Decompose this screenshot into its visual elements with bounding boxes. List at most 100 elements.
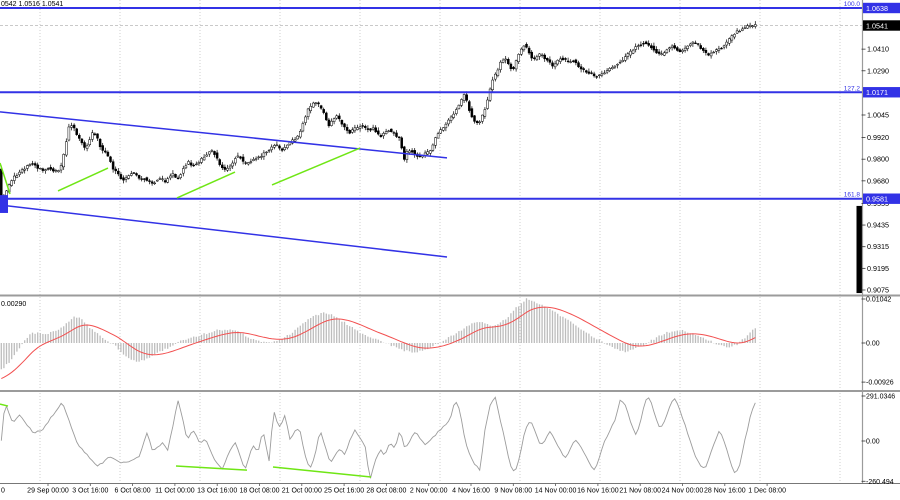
macd-histogram-bar: [185, 339, 187, 343]
candle-body: [104, 150, 107, 153]
left-anchor-marker[interactable]: [0, 195, 8, 213]
macd-histogram-bar: [645, 343, 647, 345]
price-axis[interactable]: 1.0410 1.0290 1.0045 0.9920 0.9800 0.9680 0.95…: [861, 2, 900, 486]
candle-body: [455, 109, 458, 114]
candle-body: [582, 68, 585, 70]
main-chart-objects[interactable]: 100.0 127.2 161.8: [0, 1, 863, 294]
trendline-green[interactable]: [271, 147, 361, 186]
macd-histogram-bar: [203, 333, 205, 343]
candle-body: [392, 132, 396, 134]
panel-separators[interactable]: [0, 0, 900, 484]
macd-histogram-bar: [351, 326, 353, 343]
macd-histogram-bar: [427, 343, 429, 350]
candle-body: [689, 43, 692, 46]
candle-body: [75, 128, 78, 135]
candle-body: [111, 161, 115, 170]
macd-histogram-bar: [616, 343, 619, 350]
price-tag: [863, 87, 900, 98]
right-range-marker[interactable]: [856, 205, 863, 294]
candle-body: [317, 102, 320, 105]
macd-histogram-bar: [752, 329, 754, 343]
candle-body: [665, 49, 669, 53]
macd-histogram-bar: [494, 325, 496, 343]
macd-histogram-bar: [473, 322, 476, 343]
candle-body: [166, 178, 169, 183]
macd-value-label: 0.00290: [1, 301, 26, 308]
cci-axis-label: -260.494: [866, 479, 894, 486]
price-tag: [863, 193, 900, 204]
candle-body: [213, 151, 216, 155]
cci-trendline-green[interactable]: [0, 403, 9, 407]
candle-body: [273, 145, 276, 148]
macd-histogram-bar: [663, 334, 665, 343]
candle-body: [327, 119, 331, 127]
candle-body: [478, 121, 481, 124]
candle-body: [418, 155, 422, 157]
candle-body: [343, 123, 346, 128]
candle-body: [361, 125, 364, 127]
macd-histogram-bar: [76, 317, 78, 343]
candle-body: [507, 59, 510, 65]
macd-histogram-bar: [377, 339, 379, 343]
candle-body: [626, 53, 630, 57]
candle-body: [408, 150, 411, 153]
macd-histogram-bar: [554, 311, 556, 343]
candle-body: [304, 116, 307, 123]
macd-histogram-bar: [3, 343, 5, 369]
price-tick-label: 0.9195: [867, 264, 889, 273]
macd-histogram-bar: [429, 343, 431, 348]
candle-body: [371, 127, 375, 130]
macd-histogram-bar: [362, 333, 364, 343]
macd-histogram-bar: [533, 301, 535, 343]
candle-body: [59, 165, 63, 171]
candle-body: [569, 61, 572, 63]
macd-histogram-bar: [143, 343, 145, 361]
macd-histogram-bar: [596, 339, 598, 343]
macd-histogram-bar: [736, 343, 738, 346]
candle-body: [722, 45, 726, 48]
date-label: 4 Nov 16:00: [452, 488, 490, 495]
macd-histogram-bar: [130, 343, 132, 360]
candle-body: [488, 88, 492, 101]
macd-histogram-bar: [507, 317, 509, 343]
macd-histogram-bar: [200, 334, 203, 343]
candle-body: [93, 133, 97, 135]
candle-body: [309, 106, 312, 111]
trendline-green[interactable]: [0, 162, 11, 195]
macd-histogram-bar: [676, 330, 678, 343]
candle-body: [600, 73, 604, 76]
candle-body: [730, 35, 734, 41]
macd-histogram-bar: [0, 343, 2, 370]
time-axis[interactable]: 0 29 Sep 00:00 3 Oct 16:00 6 Oct 08:00 11 Oc…: [1, 483, 786, 495]
macd-histogram-bar: [502, 320, 504, 343]
macd-histogram-bar: [658, 335, 660, 343]
macd-histogram-bar: [154, 343, 156, 355]
trendline-green[interactable]: [176, 171, 236, 199]
candle-body: [364, 125, 367, 128]
macd-histogram-bar: [169, 343, 171, 347]
date-label: 2 Nov 00:00: [410, 488, 448, 495]
macd-histogram-bar: [588, 333, 590, 343]
candle-body: [655, 49, 658, 54]
cci-trendline-green[interactable]: [272, 466, 372, 478]
trendline-blue-lower[interactable]: [0, 204, 448, 258]
candle-body: [390, 128, 393, 133]
candle-body: [460, 99, 463, 106]
macd-histogram-bar: [650, 339, 652, 343]
candle-body: [210, 150, 214, 152]
trendline-green[interactable]: [57, 167, 109, 192]
macd-histogram-bar: [512, 310, 515, 343]
date-label-partial: 0: [1, 488, 5, 495]
macd-histogram-bar: [219, 329, 221, 343]
trendline-blue-upper[interactable]: [0, 111, 448, 159]
candle-body: [751, 25, 754, 27]
macd-histogram-bar: [177, 341, 179, 343]
macd-histogram-bar: [421, 343, 424, 351]
macd-histogram-bar: [89, 328, 91, 343]
macd-histogram-bar: [44, 334, 47, 343]
cci-trendline-green[interactable]: [175, 465, 248, 471]
candle-body: [561, 57, 565, 61]
macd-histogram-bar: [538, 304, 541, 343]
candle-body: [686, 45, 689, 49]
